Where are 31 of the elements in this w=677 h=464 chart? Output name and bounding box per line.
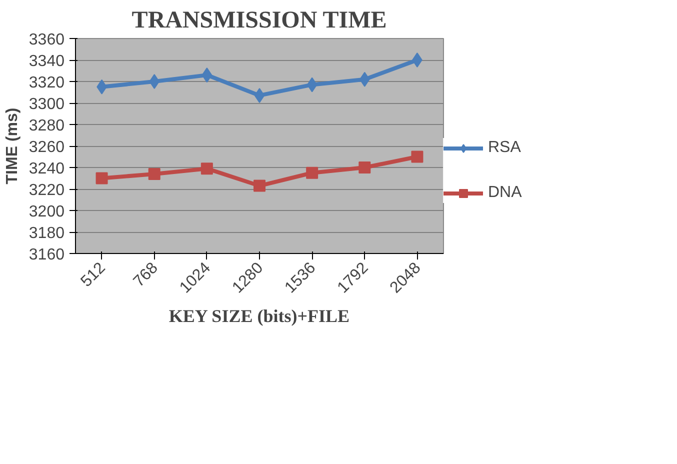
x-tick-label: 768 <box>130 259 162 290</box>
point <box>254 180 266 192</box>
chart-title: TRANSMISSION TIME <box>132 8 387 34</box>
x-axis-title: KEY SIZE (bits)+FILE <box>168 306 350 326</box>
x-tick-label: 512 <box>78 259 109 290</box>
point <box>254 88 265 103</box>
y-tick-label: 3340 <box>28 53 65 70</box>
legend-label: DNA <box>488 184 522 202</box>
point <box>358 162 371 174</box>
point <box>96 172 108 184</box>
point <box>412 52 422 68</box>
y-tick-label: 3200 <box>28 204 65 220</box>
y-tick-label: 3160 <box>28 246 65 264</box>
y-tick-label: 3260 <box>28 139 65 156</box>
legend-label: RSA <box>488 139 521 157</box>
point <box>202 68 212 83</box>
point <box>411 150 424 163</box>
y-axis-title: TIME (ms) <box>4 108 21 184</box>
point <box>306 166 318 179</box>
point <box>306 77 318 92</box>
y-tick-label: 3360 <box>28 32 65 48</box>
point <box>149 74 160 89</box>
point <box>200 162 213 175</box>
y-tick-label: 3220 <box>28 182 65 199</box>
point <box>148 168 160 180</box>
y-tick-label: 3240 <box>28 160 65 178</box>
y-tick-label: 3320 <box>28 74 65 92</box>
y-tick-label: 3180 <box>28 225 65 242</box>
y-tick-label: 3280 <box>28 118 65 134</box>
y-tick-label: 3300 <box>28 96 65 113</box>
point <box>359 72 370 87</box>
